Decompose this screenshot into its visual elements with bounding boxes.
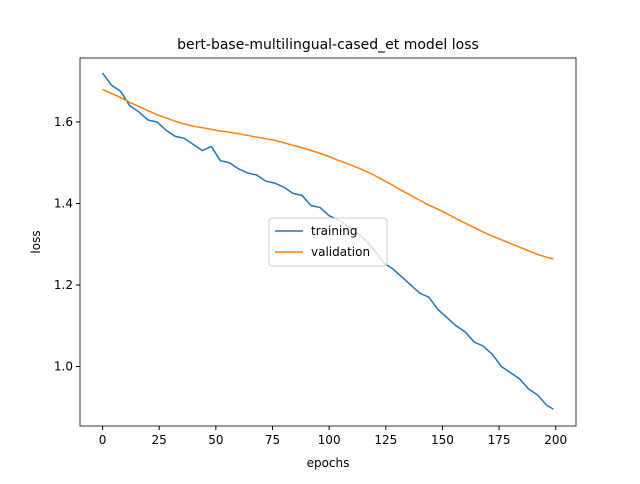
y-tick-label: 1.0 [54,360,73,374]
y-tick-label: 1.2 [54,278,73,292]
x-tick-label: 175 [488,433,511,447]
x-tick-label: 150 [431,433,454,447]
x-tick-label: 125 [374,433,397,447]
legend: training validation [268,217,388,267]
x-tick-label: 75 [265,433,280,447]
x-tick-label: 200 [544,433,567,447]
legend-label: validation [311,245,370,259]
y-tick-label: 1.4 [54,196,73,210]
x-tick-label: 25 [152,433,167,447]
legend-label: training [311,224,358,238]
x-axis-label: epochs [307,456,350,470]
x-tick-label: 100 [318,433,341,447]
chart-title: bert-base-multilingual-cased_et model lo… [177,37,479,53]
line [102,88,554,260]
line [101,72,554,410]
x-tick-label: 0 [99,433,107,447]
x-tick-label: 50 [208,433,223,447]
y-axis-label: loss [29,230,43,253]
legend-box [268,217,388,267]
plot-frame [79,57,577,427]
y-tick-label: 1.6 [54,115,73,129]
